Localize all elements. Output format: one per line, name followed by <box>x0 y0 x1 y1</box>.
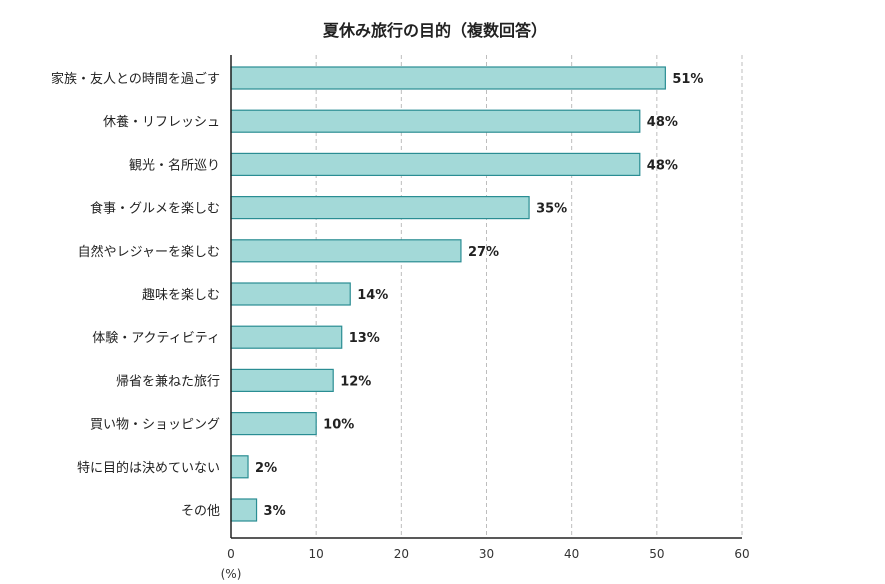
value-label: 51% <box>672 72 703 87</box>
value-label: 27% <box>468 245 499 260</box>
x-tick-label: 40 <box>564 547 579 561</box>
x-tick-label: 10 <box>309 547 324 561</box>
bar <box>230 239 462 263</box>
bar <box>230 325 343 349</box>
category-label: その他 <box>181 504 220 519</box>
value-label: 14% <box>357 288 388 303</box>
category-label: 特に目的は決めていない <box>77 460 220 476</box>
category-label: 観光・名所巡り <box>129 157 220 173</box>
x-tick-label: 60 <box>734 547 749 561</box>
category-label: 家族・友人との時間を過ごす <box>51 71 220 87</box>
axes-group: 0 10 20 30 40 50 60 家族・友人との時間を過ごす休養・リフレッシュ観光・名所… <box>51 55 750 561</box>
value-label: 10% <box>323 418 354 433</box>
category-label: 自然やレジャーを楽しむ <box>78 244 220 260</box>
value-label: 48% <box>647 115 678 130</box>
x-axis-unit-label: (%) <box>221 567 242 581</box>
x-tick-label: 30 <box>479 547 494 561</box>
category-label: 帰省を兼ねた旅行 <box>116 373 220 389</box>
bar <box>230 455 249 479</box>
bar <box>230 412 317 436</box>
bar <box>230 152 641 176</box>
category-label: 趣味を楽しむ <box>142 287 220 303</box>
bar <box>230 196 530 220</box>
category-label: 買い物・ショッピング <box>90 418 220 433</box>
category-label: 食事・グルメを楽しむ <box>90 201 220 217</box>
value-label: 13% <box>349 331 380 346</box>
x-tick-label: 50 <box>649 547 664 561</box>
category-label: 体験・アクティビティ <box>92 331 220 346</box>
bar <box>230 498 258 522</box>
category-label: 休養・リフレッシュ <box>103 114 220 130</box>
grid-lines <box>315 55 743 538</box>
bar <box>230 109 641 133</box>
chart-title: 夏休み旅行の目的（複数回答） <box>322 21 547 40</box>
bar <box>230 66 666 90</box>
bars-group: 51% 48% 48% 35% 27% 14% 13% 12% 10% 2% 3% <box>230 66 703 522</box>
value-label: 2% <box>255 461 277 476</box>
x-tick-label: 0 <box>227 547 235 561</box>
value-label: 35% <box>536 202 567 217</box>
bar <box>230 368 334 392</box>
value-label: 48% <box>647 158 678 173</box>
value-label: 3% <box>264 504 286 519</box>
bar <box>230 282 351 306</box>
x-tick-label: 20 <box>394 547 409 561</box>
value-label: 12% <box>340 374 371 389</box>
